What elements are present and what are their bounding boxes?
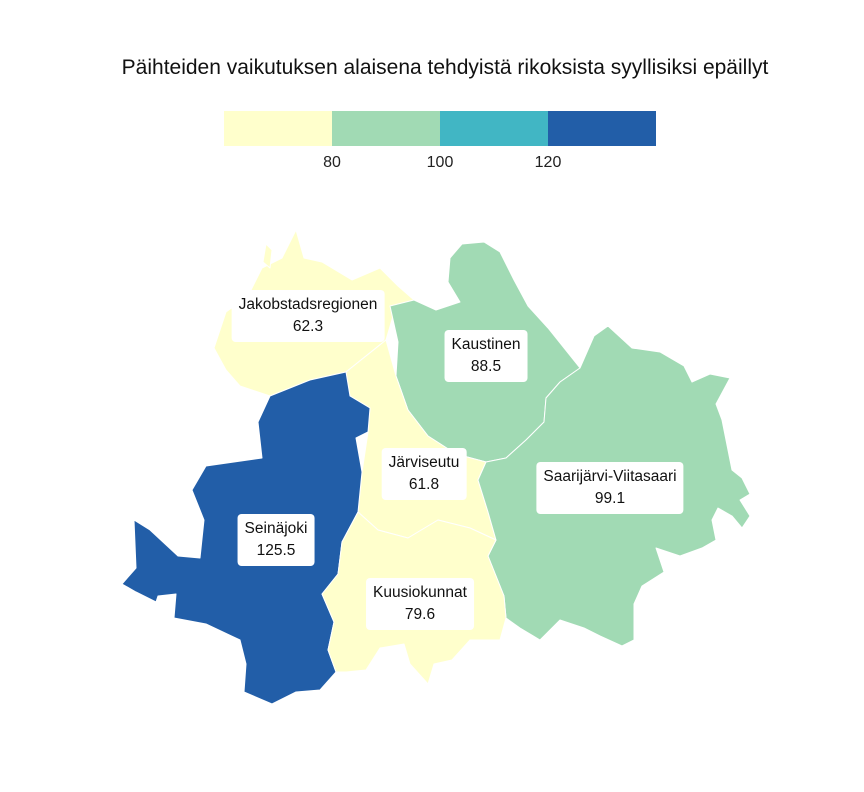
- region-value: 61.8: [408, 476, 440, 493]
- map-title: Päihteiden vaikutuksen alaisena tehdyist…: [121, 56, 769, 79]
- legend-swatch-3: [440, 111, 548, 146]
- region-name: Kaustinen: [451, 336, 521, 353]
- region-value: 79.6: [404, 606, 436, 623]
- region-value: 125.5: [256, 542, 296, 559]
- region-value: 88.5: [470, 358, 502, 375]
- region-label-kuusiokunnat: Kuusiokunnat 79.6: [366, 578, 474, 630]
- region-label-jakobstadsregionen: Jakobstadsregionen 62.3: [231, 290, 385, 342]
- legend-color-bar: [224, 111, 656, 146]
- region-name: Kuusiokunnat: [373, 584, 467, 601]
- region-value: 99.1: [594, 490, 626, 507]
- region-label-jarviseutu: Järviseutu 61.8: [381, 448, 467, 500]
- legend-swatch-4: [548, 111, 656, 146]
- region-value: 62.3: [292, 318, 324, 335]
- region-jakobstadsregionen-island[interactable]: [262, 243, 273, 269]
- region-name: Seinäjoki: [244, 520, 308, 537]
- region-label-kaustinen: Kaustinen 88.5: [444, 330, 528, 382]
- region-label-saarijarvi-viitasaari: Saarijärvi-Viitasaari 99.1: [536, 462, 684, 514]
- legend-swatch-2: [332, 111, 440, 146]
- legend-tick-3: 120: [534, 154, 562, 171]
- legend-swatch-1: [224, 111, 332, 146]
- region-label-seinajoki: Seinäjoki 125.5: [237, 514, 315, 566]
- region-name: Jakobstadsregionen: [238, 296, 378, 313]
- region-name: Järviseutu: [388, 454, 460, 471]
- legend-tick-1: 80: [323, 154, 341, 171]
- region-name: Saarijärvi-Viitasaari: [543, 468, 677, 485]
- legend-tick-2: 100: [426, 154, 454, 171]
